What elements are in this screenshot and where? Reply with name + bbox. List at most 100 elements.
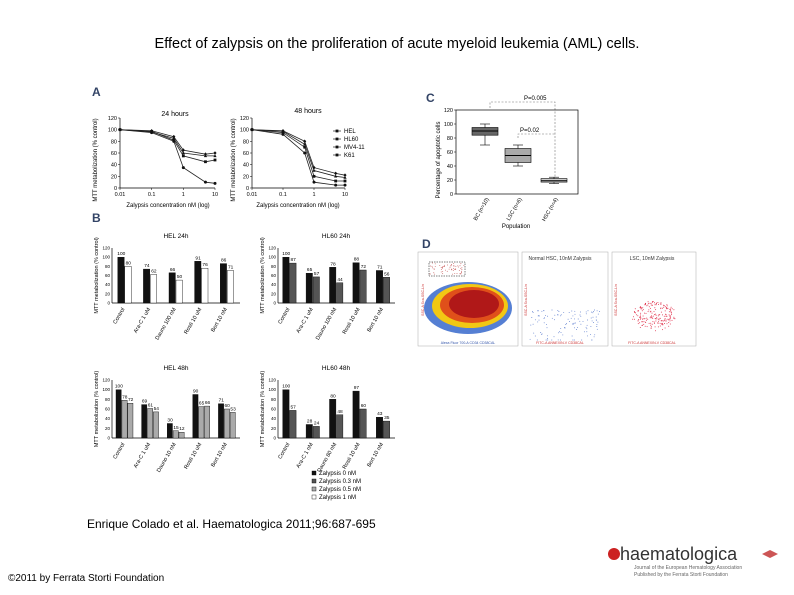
d-normal-point bbox=[559, 315, 561, 317]
d-gate-point bbox=[454, 268, 456, 270]
d-normal-point bbox=[564, 327, 566, 329]
b-category-label: Bort 10 nM bbox=[210, 442, 229, 469]
d-lsc-point bbox=[650, 317, 652, 319]
d-plot-2-frame bbox=[521, 251, 609, 347]
d-lsc-point bbox=[657, 302, 659, 303]
b-bar bbox=[376, 270, 383, 304]
d-ylabel-3: SSC-A Sca-SSC-Lin bbox=[614, 284, 618, 316]
d-gate-point bbox=[453, 265, 455, 267]
d-normal-point bbox=[572, 339, 574, 341]
b-data-label: 35 bbox=[384, 415, 390, 421]
a-ylabel-1: MTT metabolization (% control) bbox=[93, 118, 99, 201]
d-lsc-point bbox=[665, 319, 667, 321]
b-legend: Zalypsis 0 nM Zalypsis 0.3 nM Zalypsis 0.5… bbox=[311, 470, 361, 501]
b-data-label: 88 bbox=[354, 257, 360, 263]
b-bar bbox=[218, 403, 224, 439]
d-ylabel-2: SSC-A Sca-SSC-Lin bbox=[524, 284, 528, 316]
logo-subtitle-2: Published by the Ferrata Storti Foundati… bbox=[634, 572, 728, 578]
b-data-label: 66 bbox=[170, 267, 176, 273]
b-y-tick-label: 120 bbox=[102, 246, 110, 251]
b-bar bbox=[224, 408, 230, 439]
a-point bbox=[213, 158, 217, 162]
d-lsc-point bbox=[654, 304, 656, 306]
d-normal-point bbox=[571, 335, 573, 337]
d-ylabel-1: SSC-A Sca-SSC-Lin bbox=[421, 284, 425, 316]
panel-d-label: D bbox=[422, 237, 431, 251]
b-chart-title: HL60 24h bbox=[322, 233, 351, 240]
b-category-label: Dauno 100 nM bbox=[154, 307, 177, 342]
b-data-label: 57 bbox=[314, 271, 320, 277]
d-lsc-point bbox=[653, 322, 655, 324]
d-xlabel-normal: FITC-A ANNEXIN-V CD38CAL bbox=[536, 341, 584, 345]
panel-d: Normal HSC, 10nM Zalypsis LSC, 10nM Zaly… bbox=[417, 251, 697, 347]
d-gate-point bbox=[451, 269, 453, 271]
d-normal-point bbox=[540, 333, 542, 335]
d-normal-point bbox=[533, 332, 535, 334]
d-lsc-point bbox=[653, 321, 655, 323]
d-normal-point bbox=[536, 339, 538, 341]
d-lsc-point bbox=[673, 316, 675, 318]
b-y-tick-label: 120 bbox=[102, 378, 110, 383]
b-bar bbox=[121, 400, 128, 439]
d-lsc-point bbox=[645, 321, 647, 323]
b-legend-swatch bbox=[311, 470, 317, 476]
a-point bbox=[312, 165, 316, 170]
d-lsc-point bbox=[663, 305, 665, 307]
d-gate bbox=[428, 261, 466, 277]
a-y-tick-label: 20 bbox=[111, 174, 117, 180]
d-lsc-point bbox=[642, 309, 644, 311]
b-bar bbox=[226, 270, 234, 304]
d-lsc-point bbox=[671, 319, 673, 321]
a-legend-marker bbox=[335, 153, 339, 157]
d-normal-point bbox=[574, 322, 576, 324]
d-lsc-point bbox=[666, 315, 668, 317]
d-lsc-point bbox=[655, 304, 657, 306]
d-lsc-point bbox=[674, 318, 676, 320]
b-chart-4: HL60 48h MTT metabolization (% control) 0 2… bbox=[260, 365, 395, 474]
d-normal-point bbox=[537, 315, 539, 317]
d-gate-point bbox=[455, 265, 457, 267]
b-data-label: 100 bbox=[117, 251, 125, 257]
a-xlabel-1: Zalypsis concentration nM (log) bbox=[126, 203, 209, 209]
d-normal-point bbox=[571, 310, 573, 312]
d-lsc-point bbox=[657, 326, 659, 328]
d-normal-point bbox=[560, 327, 562, 329]
d-lsc-point bbox=[642, 307, 644, 309]
d-gate-point bbox=[446, 270, 448, 272]
b-y-tick-label: 40 bbox=[271, 282, 277, 287]
d-normal-point bbox=[586, 324, 588, 326]
d-lsc-point bbox=[663, 320, 665, 322]
a-point bbox=[312, 180, 316, 184]
d-gate-point bbox=[461, 267, 463, 269]
d-gate-point bbox=[434, 266, 436, 267]
d-normal-point bbox=[574, 313, 576, 315]
a-legend-label: MV4-11 bbox=[344, 145, 365, 151]
d-lsc-point bbox=[646, 319, 647, 321]
figure: A B C D 24 hours 48 hours MTT metaboliza… bbox=[90, 80, 700, 510]
d-gate-point bbox=[442, 271, 444, 272]
d-lsc-point bbox=[641, 325, 643, 326]
d-normal-point bbox=[554, 314, 556, 316]
d-lsc-point bbox=[670, 306, 672, 308]
d-normal-point bbox=[532, 312, 534, 314]
d-normal-point bbox=[579, 314, 581, 316]
b-data-label: 44 bbox=[337, 277, 343, 283]
b-bar bbox=[376, 417, 383, 439]
d-lsc-point bbox=[662, 329, 663, 331]
d-normal-point bbox=[587, 319, 588, 321]
b-y-tick-label: 0 bbox=[107, 436, 110, 441]
a-x-tick-label: 0.01 bbox=[247, 192, 258, 198]
d-normal-point bbox=[592, 316, 594, 318]
b-y-tick-label: 0 bbox=[273, 436, 276, 441]
a-point bbox=[281, 132, 285, 136]
a-x-tick-label: 1 bbox=[182, 192, 185, 198]
d-lsc-point bbox=[657, 315, 659, 317]
d-lsc-point bbox=[669, 316, 671, 318]
d-lsc-point bbox=[644, 318, 646, 320]
a-y-tick-label: 120 bbox=[240, 116, 249, 122]
a-y-tick-label: 120 bbox=[108, 116, 117, 122]
d-gate-point bbox=[430, 265, 431, 267]
d-normal-point bbox=[547, 315, 549, 317]
b-data-label: 78 bbox=[122, 394, 128, 400]
d-scatter-points bbox=[424, 261, 676, 341]
